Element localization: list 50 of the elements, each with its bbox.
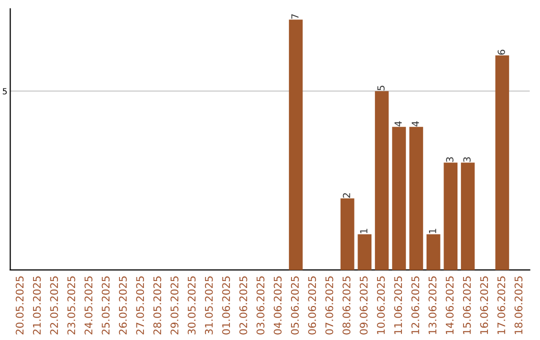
- x-tick-label: 01.06.2025: [222, 276, 230, 334]
- data-label: 5: [377, 86, 385, 90]
- data-label: 6: [498, 50, 506, 55]
- x-tick-label: 13.06.2025: [428, 276, 436, 334]
- x-tick-label: 21.05.2025: [32, 276, 41, 334]
- data-label: 1: [429, 228, 436, 234]
- x-tick-label: 11.06.2025: [394, 276, 402, 334]
- bar: [374, 91, 389, 270]
- x-tick-label: 10.06.2025: [376, 276, 385, 334]
- x-tick-label: 31.05.2025: [204, 276, 213, 334]
- x-tick-label: 04.06.2025: [274, 276, 282, 334]
- bar: [358, 234, 372, 270]
- x-tick-label: 15.06.2025: [462, 276, 471, 334]
- x-tick-label: 05.06.2025: [290, 276, 299, 334]
- x-tick-label: 23.05.2025: [67, 276, 76, 334]
- x-tick-label: 03.06.2025: [256, 276, 264, 334]
- x-tick-label: 12.06.2025: [411, 276, 420, 334]
- data-label: 3: [463, 157, 471, 162]
- x-tick-label: 09.06.2025: [360, 276, 368, 334]
- x-tick-label: 06.06.2025: [308, 276, 316, 334]
- x-tick-label: 24.05.2025: [84, 276, 92, 334]
- x-tick-label: 17.06.2025: [497, 276, 506, 334]
- x-tick-label: 07.06.2025: [325, 276, 334, 334]
- x-tick-label: 18.06.2025: [514, 276, 522, 334]
- x-tick-label: 08.06.2025: [342, 276, 350, 334]
- x-tick-label: 20.05.2025: [16, 276, 24, 334]
- bar: [495, 55, 510, 270]
- bar: [444, 162, 458, 270]
- data-label: 2: [342, 193, 350, 198]
- x-tick-label: 28.05.2025: [153, 276, 162, 334]
- x-tick-label: 16.06.2025: [480, 276, 488, 334]
- x-tick-label: 14.06.2025: [446, 276, 454, 334]
- x-tick-label: 26.05.2025: [118, 276, 127, 334]
- bar: [426, 234, 440, 270]
- x-tick-label: 02.06.2025: [239, 276, 248, 334]
- bar: [392, 126, 406, 270]
- bar: [409, 126, 424, 270]
- x-tick-label: 30.05.2025: [188, 276, 196, 334]
- data-label: 4: [412, 121, 419, 126]
- x-tick-label: 22.05.2025: [50, 276, 58, 334]
- data-label: 4: [394, 121, 402, 126]
- x-tick-label: 27.05.2025: [136, 276, 144, 334]
- x-tick-label: 25.05.2025: [102, 276, 110, 334]
- x-tick-label: 29.05.2025: [170, 276, 178, 334]
- data-label: 3: [446, 157, 454, 162]
- data-label: 7: [291, 14, 298, 19]
- bar: [288, 20, 303, 270]
- bar: [340, 198, 354, 270]
- data-label: 1: [360, 228, 368, 234]
- bar: [460, 162, 475, 270]
